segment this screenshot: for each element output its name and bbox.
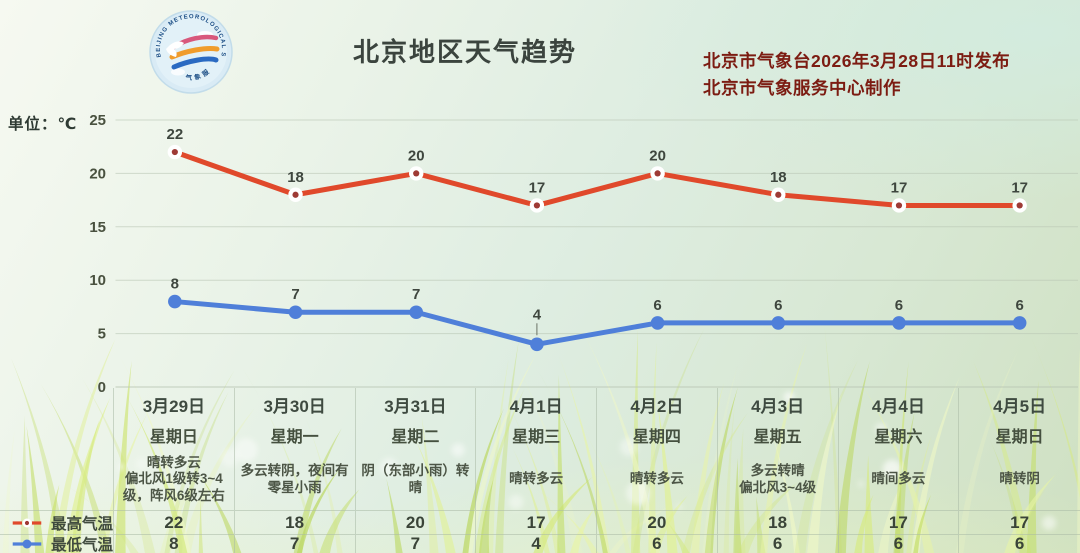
publisher-line2: 北京市气象服务中心制作: [703, 78, 901, 98]
data-label: 6: [653, 297, 661, 314]
data-label: 6: [774, 297, 782, 314]
min-temp-marker: [771, 316, 786, 330]
page-title: 北京地区天气趋势: [352, 37, 577, 67]
weather-cell: 晴间多云: [839, 449, 960, 510]
min-temp-legend-label: 最低气温: [50, 537, 113, 553]
data-label: 6: [895, 297, 903, 314]
max-temp-marker-dot: [533, 202, 541, 209]
weather-cell: 晴转阴: [999, 471, 1040, 487]
max-temp-cell: 18: [717, 510, 839, 534]
date-cell: 4月5日: [993, 397, 1047, 416]
date-cell: 3月30日: [235, 388, 356, 421]
min-temp-cell: 7: [234, 534, 356, 553]
data-label: 6: [1015, 297, 1023, 314]
data-label: 20: [649, 147, 666, 164]
max-temp-cell: 18: [234, 510, 356, 534]
max-temp-cell: 17: [959, 510, 1080, 534]
data-label: 7: [412, 286, 420, 303]
min-temp-marker: [1012, 316, 1027, 330]
max-temp-cell: 17: [476, 510, 597, 534]
date-cell: 3月31日: [356, 388, 477, 421]
min-temp-cell: 6: [838, 534, 960, 553]
weekday-cell: 星期四: [597, 421, 718, 449]
unit-label: 单位：℃: [8, 116, 78, 133]
min-temp-cell: 8: [114, 534, 235, 553]
weather-cell: 多云转阴，夜间有零星小雨: [235, 449, 356, 510]
max-temp-legend-icon: [12, 518, 42, 527]
max-temp-cell: 20: [597, 510, 718, 534]
weather-cell: 多云转晴 偏北风3~4级: [718, 449, 839, 510]
max-temp-cell: 17: [838, 510, 960, 534]
max-temp-cell: 22: [114, 510, 235, 534]
weekday-cell: 星期五: [718, 421, 839, 449]
data-label: 20: [408, 147, 425, 164]
min-temp-cell: 4: [476, 534, 597, 553]
min-temp-cell: 7: [355, 534, 477, 553]
y-axis-tick: 0: [98, 379, 106, 396]
y-axis-tick: 10: [89, 272, 106, 289]
max-temp-legend-label: 最高气温: [50, 515, 113, 533]
weekday-cell: 星期三: [476, 421, 597, 449]
min-temp-cell: 6: [597, 534, 718, 553]
data-label: 18: [770, 169, 787, 186]
legend-column-spacer: [0, 388, 114, 510]
weekday-cell: 星期日: [114, 421, 235, 449]
data-label: 17: [529, 179, 546, 196]
max-temp-marker-dot: [895, 202, 903, 209]
max-temp-marker-dot: [292, 191, 299, 198]
max-temp-marker-dot: [654, 170, 661, 177]
min-temp-marker: [650, 316, 665, 330]
data-label: 18: [287, 169, 304, 186]
date-cell: 4月4日: [839, 388, 960, 421]
weekday-cell: 星期六: [839, 421, 960, 449]
max-temp-marker-dot: [413, 170, 420, 177]
min-temp-legend-icon: [12, 539, 42, 549]
max-temp-cell: 20: [355, 510, 477, 534]
data-label: 17: [1011, 179, 1028, 196]
min-temp-marker: [288, 305, 303, 320]
max-temp-marker-dot: [775, 191, 782, 198]
min-temp-marker: [892, 316, 906, 330]
min-temp-cell: 6: [717, 534, 839, 553]
date-cell: 4月3日: [718, 388, 839, 421]
weekday-cell: 星期二: [356, 421, 477, 449]
weather-cell: 阴（东部小雨）转晴: [356, 449, 477, 510]
min-temp-marker: [530, 337, 544, 352]
y-axis-tick: 20: [89, 165, 106, 182]
date-cell: 4月1日: [476, 388, 597, 421]
forecast-table: 最高气温 最低气温 3月29日 星期日 晴转多云 偏北风1级转3~4级，阵风6级左右 2…: [0, 388, 1080, 553]
data-label: 8: [171, 276, 179, 293]
max-temp-marker-dot: [171, 148, 178, 156]
y-axis-tick: 5: [98, 326, 106, 343]
max-temp-line: [172, 149, 1023, 208]
data-label: 22: [167, 126, 184, 143]
data-label: 17: [891, 179, 908, 196]
weather-cell: 晴转多云: [476, 449, 597, 510]
y-axis-tick: 25: [89, 112, 106, 129]
weekday-cell: 星期一: [235, 421, 356, 449]
date-cell: 4月2日: [597, 388, 718, 421]
weekday-cell: 星期日: [995, 429, 1044, 446]
date-cell: 3月29日: [114, 388, 235, 421]
min-temp-line: [172, 299, 1023, 347]
legend-item-max-temp: 最高气温: [0, 510, 114, 534]
publisher-line1: 北京市气象台2026年3月28日11时发布: [703, 51, 1011, 71]
weather-cell: 晴转多云: [597, 449, 718, 510]
publisher-info: 北京市气象台2026年3月28日11时发布 北京市气象服务中心制作: [703, 48, 1010, 102]
min-temp-marker: [409, 305, 424, 320]
min-temp-marker: [168, 294, 182, 309]
weather-cell: 晴转多云 偏北风1级转3~4级，阵风6级左右: [114, 449, 235, 510]
beijing-meteorological-service-logo-icon: BEIJING METEOROLOGICAL SERVICE 气象服务: [143, 2, 234, 95]
legend-item-min-temp: 最低气温: [0, 534, 114, 553]
min-temp-cell: 6: [959, 534, 1080, 553]
y-axis-tick: 15: [89, 219, 106, 236]
max-temp-marker-dot: [1016, 202, 1023, 209]
data-label: 4: [533, 306, 542, 323]
data-label: 7: [291, 286, 299, 303]
